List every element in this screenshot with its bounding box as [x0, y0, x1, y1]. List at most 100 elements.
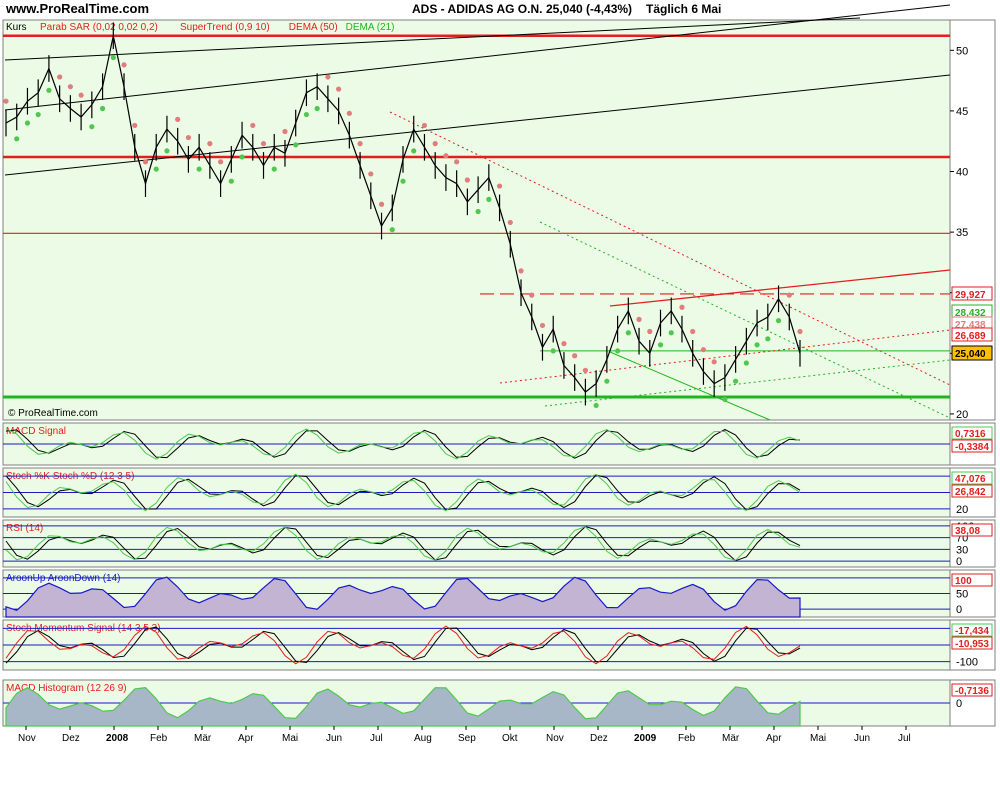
supertrend-dot [110, 54, 116, 61]
y-tick-label: 0 [956, 698, 962, 710]
legend-entry: SuperTrend (0,9 10) [180, 22, 270, 33]
supertrend-dot [89, 124, 95, 130]
sar-dot [217, 159, 224, 165]
value-text: -0,7136 [955, 686, 989, 697]
x-tick-label: Sep [458, 733, 476, 744]
sar-dot [121, 62, 127, 68]
x-tick-label: Jun [326, 733, 342, 744]
sar-dot [185, 134, 192, 141]
supertrend-dot [239, 154, 245, 160]
value-box [951, 484, 993, 498]
sar-dot [647, 328, 653, 335]
sar-dot [636, 316, 642, 322]
panel-title: AroonUp AroonDown (14) [6, 573, 121, 584]
sar-dot [700, 347, 707, 353]
indicator-signal [5, 625, 801, 665]
panel-title: MACD Signal [6, 426, 66, 437]
sar-dot [421, 122, 428, 129]
panel-title: Kurs [6, 22, 27, 33]
value-box [951, 426, 993, 440]
trend-line [4, 17, 861, 61]
supertrend-dot [743, 360, 749, 366]
x-tick-label: Apr [766, 733, 782, 744]
x-tick-label: Mär [722, 733, 740, 744]
x-tick-label: Dez [590, 733, 608, 744]
supertrend-dot [486, 196, 492, 202]
sar-dot [132, 122, 138, 129]
sar-dot [142, 159, 149, 165]
y-tick-label: 30 [956, 544, 968, 556]
sar-dot [454, 159, 460, 165]
last-price: 25,040 (-4,43%) [546, 2, 632, 16]
sar-dot [786, 292, 792, 298]
x-tick-label: Dez [62, 733, 80, 744]
sar-dot [582, 367, 589, 373]
price-line [5, 35, 801, 393]
value-text: -17,434 [955, 626, 989, 637]
indicator-rsi [3, 525, 950, 562]
supertrend-dot [657, 342, 664, 348]
x-axis-months: Nov Dez 2008 Feb Mär Apr Mai Jun Jul Aug Sep Okt Nov… [18, 726, 911, 744]
supertrend-dot [153, 166, 159, 172]
sar-dot [325, 74, 331, 80]
sar-dot [432, 141, 438, 147]
sar-dot [368, 171, 374, 177]
sar-dot [250, 122, 256, 129]
supertrend-dot [271, 166, 277, 172]
x-tick-label: Okt [502, 733, 518, 744]
sar-dot [507, 219, 513, 226]
x-tick-label: Jul [898, 733, 911, 744]
panel-title: RSI (14) [6, 523, 43, 534]
value-box [951, 623, 993, 637]
value-box [951, 523, 993, 537]
x-tick-label: 2008 [106, 733, 129, 744]
sar-dot [690, 328, 696, 335]
sar-dot [260, 141, 267, 147]
y-tick-label: 50 [956, 589, 968, 601]
value-text: 25,040 [955, 349, 986, 360]
y-tick-label: 0 [956, 556, 962, 568]
sar-dot [336, 86, 342, 92]
sar-dot [443, 153, 449, 159]
trend-line [4, 4, 951, 111]
sar-dot [797, 328, 803, 335]
supertrend-dot [46, 87, 52, 93]
x-tick-label: Aug [414, 733, 432, 744]
indicator-aroon [3, 576, 950, 618]
value-box [951, 471, 993, 485]
supertrend-dot [99, 105, 106, 112]
value-box [951, 683, 993, 697]
sar-dot [679, 304, 685, 310]
indicator-signal [5, 473, 801, 512]
period-label: Täglich 6 Mai [646, 2, 721, 16]
supertrend-dot [733, 378, 739, 384]
dotted-green [539, 221, 951, 419]
supertrend-dot [228, 178, 234, 184]
value-label: 25,040 [951, 345, 993, 361]
sar-dot [282, 128, 288, 135]
x-tick-label: Mai [810, 733, 826, 744]
dotted-red [389, 111, 951, 386]
value-box [951, 286, 993, 301]
instrument-name: ADS - ADIDAS AG O.N. [412, 2, 542, 16]
sar-dot [378, 201, 385, 207]
x-tick-label: 2009 [634, 733, 657, 744]
x-tick-label: Mär [194, 733, 212, 744]
sar-dot [464, 177, 470, 183]
value-box [951, 636, 993, 650]
site-name: www.ProRealTime.com [5, 1, 149, 16]
x-tick-label: Feb [150, 733, 168, 744]
sar-dot [529, 292, 535, 298]
sar-dot [711, 359, 717, 365]
legend-entry: Parab SAR (0,02 0,02 0,2) [40, 22, 158, 33]
x-tick-label: Nov [546, 733, 564, 744]
supertrend-dot [164, 148, 170, 154]
value-label: 29,927 [951, 286, 993, 301]
watermark: © ProRealTime.com [8, 408, 98, 419]
supertrend-dot [400, 178, 406, 184]
supertrend-dot [550, 348, 556, 354]
y-tick-label: 35 [956, 227, 968, 239]
sar-dot [539, 322, 546, 329]
legend-entry: DEMA (21) [346, 22, 395, 33]
